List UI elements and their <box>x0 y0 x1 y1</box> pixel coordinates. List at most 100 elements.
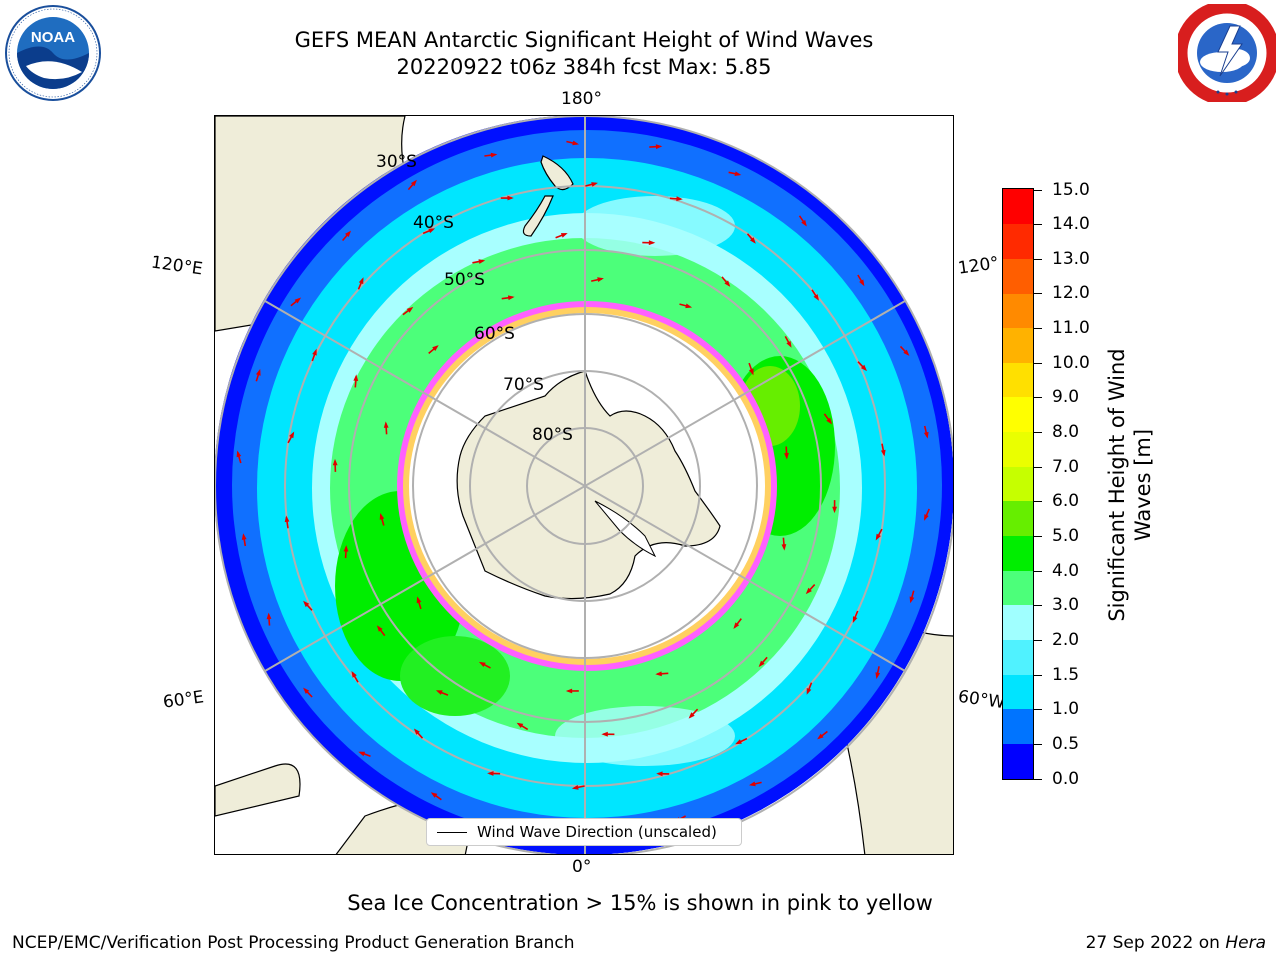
wind-arrow-head <box>749 781 756 787</box>
colorbar-tick-label: 11.0 <box>1052 318 1090 339</box>
wind-arrow-head <box>358 751 366 757</box>
wind-arrow-head <box>507 295 515 301</box>
colorbar-tick <box>1034 432 1042 434</box>
map-canvas <box>215 116 953 854</box>
wind-arrow-head <box>303 687 310 694</box>
wind-arrow-head <box>875 533 881 541</box>
colorbar-tick-label: 2.0 <box>1052 629 1080 650</box>
wind-arrow-head <box>880 449 886 457</box>
wind-arrow-head <box>383 421 389 428</box>
map-legend: Wind Wave Direction (unscaled) <box>426 818 742 846</box>
wind-arrow-head <box>560 233 568 238</box>
wind-arrow-head <box>597 277 604 282</box>
lat-label-30s: 30°S <box>376 152 417 172</box>
colorbar-tick <box>1034 674 1042 676</box>
wind-arrow-head <box>478 661 486 667</box>
wind-arrow-head <box>801 219 807 227</box>
wind-arrow-head <box>685 303 693 309</box>
wind-arrow-head <box>571 785 579 790</box>
colorbar-tick <box>1034 189 1042 191</box>
wind-arrow-head <box>241 533 247 540</box>
wind-arrow-head <box>430 792 438 798</box>
wind-arrow-head <box>565 688 573 694</box>
wind-arrow-head <box>332 458 338 466</box>
wind-arrow-head <box>749 368 754 376</box>
colorbar-tick-label: 3.0 <box>1052 595 1080 616</box>
lon-label-lower-left: 60°E <box>161 687 206 713</box>
colorbar-tick <box>1034 224 1042 226</box>
colorbar-tick-label: 0.0 <box>1052 768 1080 789</box>
wind-arrow-head <box>758 660 765 668</box>
wind-arrow-head <box>410 179 417 187</box>
colorbar-segment <box>1003 362 1033 398</box>
lon-label-upper-left: 120°E <box>149 252 204 280</box>
colorbar-tick <box>1034 466 1042 468</box>
colorbar-tick-label: 9.0 <box>1052 387 1080 408</box>
colorbar-segment <box>1003 535 1033 571</box>
colorbar-segment <box>1003 466 1033 502</box>
wind-arrow-head <box>516 722 524 728</box>
run-date: 27 Sep 2022 on Hera <box>1086 932 1266 954</box>
colorbar-tick <box>1034 709 1042 711</box>
wind-arrow-head <box>786 341 792 348</box>
colorbar-tick-label: 14.0 <box>1052 214 1090 235</box>
colorbar-tick <box>1034 743 1042 745</box>
wind-arrow-head <box>379 513 385 520</box>
wind-arrow-head <box>507 195 514 201</box>
wind-arrows <box>236 140 930 835</box>
colorbar-segment <box>1003 223 1033 259</box>
colorbar-tick-label: 1.5 <box>1052 664 1080 685</box>
wind-arrow-head <box>859 279 865 287</box>
wind-arrow-head <box>490 152 498 158</box>
wind-arrow-head <box>303 600 310 608</box>
legend-line-swatch <box>437 832 467 833</box>
lon-label-bottom: 0° <box>572 857 592 877</box>
wind-arrow-head <box>406 306 414 313</box>
colorbar-tick <box>1034 605 1042 607</box>
lat-label-80s: 80°S <box>532 425 573 445</box>
lat-label-70s: 70°S <box>503 375 544 395</box>
wind-arrow-head <box>923 431 929 439</box>
wind-arrow-head <box>655 144 663 150</box>
sea-ice-note: Sea Ice Concentration > 15% is shown in … <box>347 891 933 915</box>
wind-arrow-head <box>284 515 290 523</box>
colorbar-tick-label: 8.0 <box>1052 422 1080 443</box>
wind-arrow-head <box>289 431 295 439</box>
nws-logo <box>1174 0 1280 106</box>
wind-arrow-head <box>903 349 910 356</box>
colorbar-tick <box>1034 639 1042 641</box>
wind-arrow-head <box>724 280 731 287</box>
colorbar-tick <box>1034 778 1042 780</box>
wind-arrow-head <box>733 622 740 629</box>
colorbar-segment <box>1003 639 1033 675</box>
wind-arrow-head <box>601 731 608 737</box>
wind-arrow-head <box>676 196 683 202</box>
wind-arrow-head <box>487 771 494 776</box>
lat-label-40s: 40°S <box>413 213 454 233</box>
wind-arrow-head <box>826 417 832 425</box>
wind-arrow-head <box>572 140 579 146</box>
wind-arrow-head <box>478 259 486 264</box>
wind-arrow-head <box>813 294 819 301</box>
run-system: Hera <box>1225 933 1266 953</box>
wind-arrow-head <box>312 348 317 356</box>
wind-arrow-head <box>655 671 662 677</box>
wind-arrow-head <box>648 240 656 246</box>
wind-arrow-head <box>266 612 272 620</box>
colorbar-segment <box>1003 570 1033 606</box>
wind-arrow-head <box>343 545 349 552</box>
wind-arrow-head <box>435 690 443 695</box>
colorbar <box>1002 188 1034 780</box>
wind-arrow-head <box>805 587 812 595</box>
colorbar-tick <box>1034 328 1042 330</box>
colorbar-tick <box>1034 570 1042 572</box>
colorbar-segment <box>1003 674 1033 710</box>
wind-arrow-head <box>688 712 695 719</box>
wind-arrow-head <box>656 771 663 777</box>
lat-label-50s: 50°S <box>444 270 485 290</box>
colorbar-tick-label: 12.0 <box>1052 283 1090 304</box>
wind-arrow-head <box>591 182 598 187</box>
wind-arrow-head <box>432 345 439 351</box>
colorbar-tick <box>1034 258 1042 260</box>
wind-arrow-head <box>909 596 915 604</box>
